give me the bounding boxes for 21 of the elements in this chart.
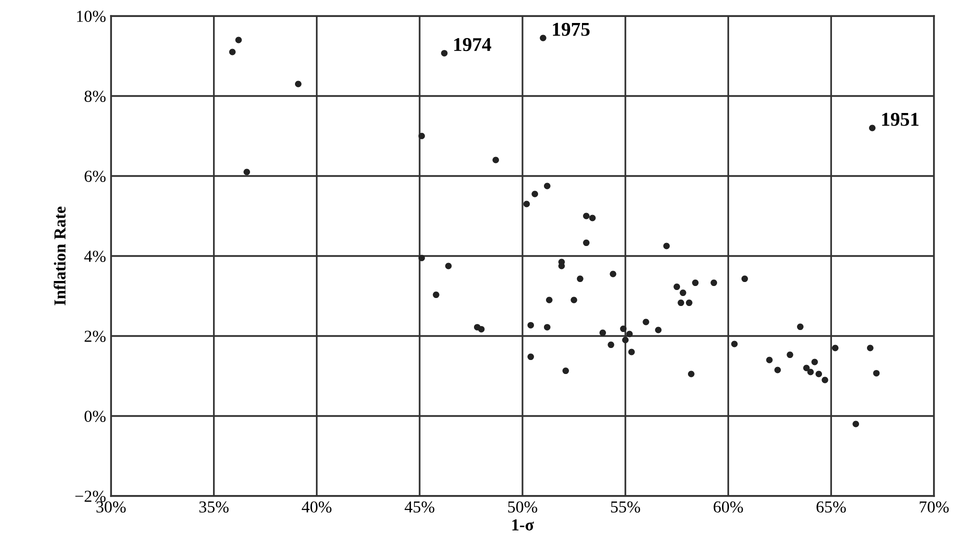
y-axis-title: Inflation Rate: [54, 206, 66, 306]
y-tick-label: 0%: [84, 410, 106, 422]
y-tick-label: 8%: [84, 90, 106, 102]
x-tick-label: 70%: [920, 501, 949, 513]
y-tick-label: −2%: [75, 490, 106, 502]
x-tick-label: 65%: [816, 501, 846, 513]
annotation: 1951: [882, 112, 918, 126]
x-tick-label: 60%: [714, 501, 743, 513]
annotation: 1975: [552, 22, 590, 36]
x-axis-title: 1-σ: [512, 519, 534, 530]
y-tick-label: 10%: [77, 10, 106, 22]
y-tick-label: 2%: [84, 330, 106, 342]
x-tick-label: 30%: [96, 501, 126, 513]
x-tick-label: 40%: [302, 501, 332, 513]
annotation: 1974: [454, 38, 492, 52]
x-tick-label: 50%: [508, 501, 538, 513]
y-tick-label: 6%: [84, 170, 106, 182]
y-tick-label: 4%: [84, 250, 106, 262]
x-tick-label: 55%: [611, 501, 640, 513]
x-tick-label: 45%: [404, 501, 434, 513]
x-tick-label: 35%: [199, 501, 229, 513]
